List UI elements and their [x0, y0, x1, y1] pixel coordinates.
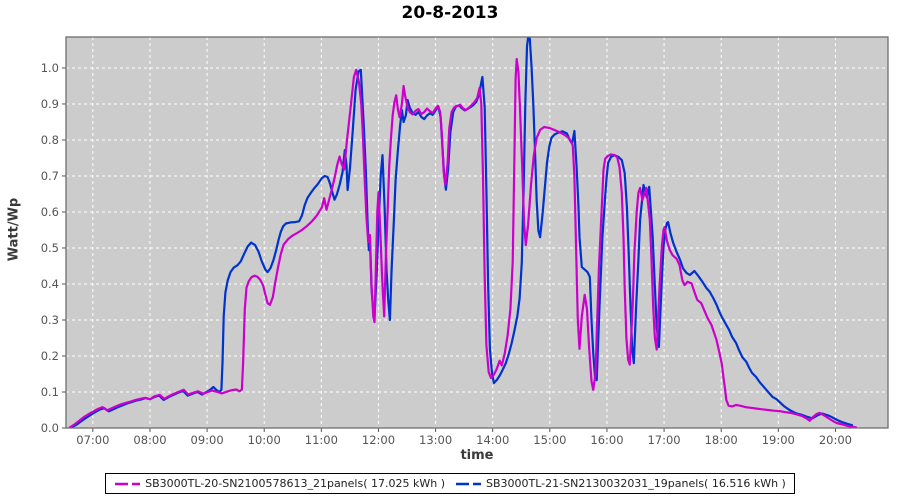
y-tick-label: 0.3: [41, 313, 59, 327]
y-tick-label: 0.5: [41, 241, 59, 255]
legend-label: SB3000TL-21-SN2130032031_19panels( 16.51…: [486, 477, 786, 490]
y-tick-label: 0.9: [41, 97, 59, 111]
series-line-sb3000tl-21: [70, 37, 854, 428]
x-tick-label: 19:00: [762, 433, 795, 447]
x-tick-label: 18:00: [705, 433, 738, 447]
y-tick-label: 0.2: [41, 349, 59, 363]
legend: SB3000TL-20-SN2100578613_21panels( 17.02…: [0, 473, 900, 494]
x-tick-label: 08:00: [133, 433, 166, 447]
legend-item-sb3000tl-20: SB3000TL-20-SN2100578613_21panels( 17.02…: [114, 477, 445, 490]
x-tick-label: 10:00: [248, 433, 281, 447]
legend-label: SB3000TL-20-SN2100578613_21panels( 17.02…: [145, 477, 445, 490]
y-tick-label: 0.7: [41, 169, 59, 183]
x-axis-label: time: [460, 448, 494, 463]
legend-line-swatch-blue: [456, 482, 481, 485]
x-tick-label: 11:00: [305, 433, 338, 447]
y-axis-label: Watt/Wp: [6, 197, 22, 262]
x-tick-label: 20:00: [819, 433, 852, 447]
legend-box: SB3000TL-20-SN2100578613_21panels( 17.02…: [105, 473, 795, 494]
x-tick-label: 12:00: [362, 433, 395, 447]
plot-border: [65, 36, 889, 429]
x-tick-label: 16:00: [590, 433, 623, 447]
x-tick-label: 14:00: [476, 433, 509, 447]
y-tick-label: 0.0: [41, 421, 59, 435]
series-line-sb3000tl-20: [68, 57, 858, 428]
x-tick-label: 13:00: [419, 433, 452, 447]
y-tick-label: 0.4: [41, 277, 59, 291]
x-tick-label: 09:00: [191, 433, 224, 447]
y-tick-label: 0.6: [41, 205, 59, 219]
x-tick-label: 07:00: [76, 433, 109, 447]
x-tick-label: 15:00: [533, 433, 566, 447]
x-tick-label: 17:00: [647, 433, 680, 447]
legend-item-sb3000tl-21: SB3000TL-21-SN2130032031_19panels( 16.51…: [455, 477, 786, 490]
y-tick-label: 0.1: [41, 385, 59, 399]
y-tick-label: 1.0: [41, 61, 59, 75]
chart-title: 20-8-2013: [401, 3, 499, 23]
y-tick-label: 0.8: [41, 133, 59, 147]
legend-line-swatch-magenta: [115, 482, 141, 485]
